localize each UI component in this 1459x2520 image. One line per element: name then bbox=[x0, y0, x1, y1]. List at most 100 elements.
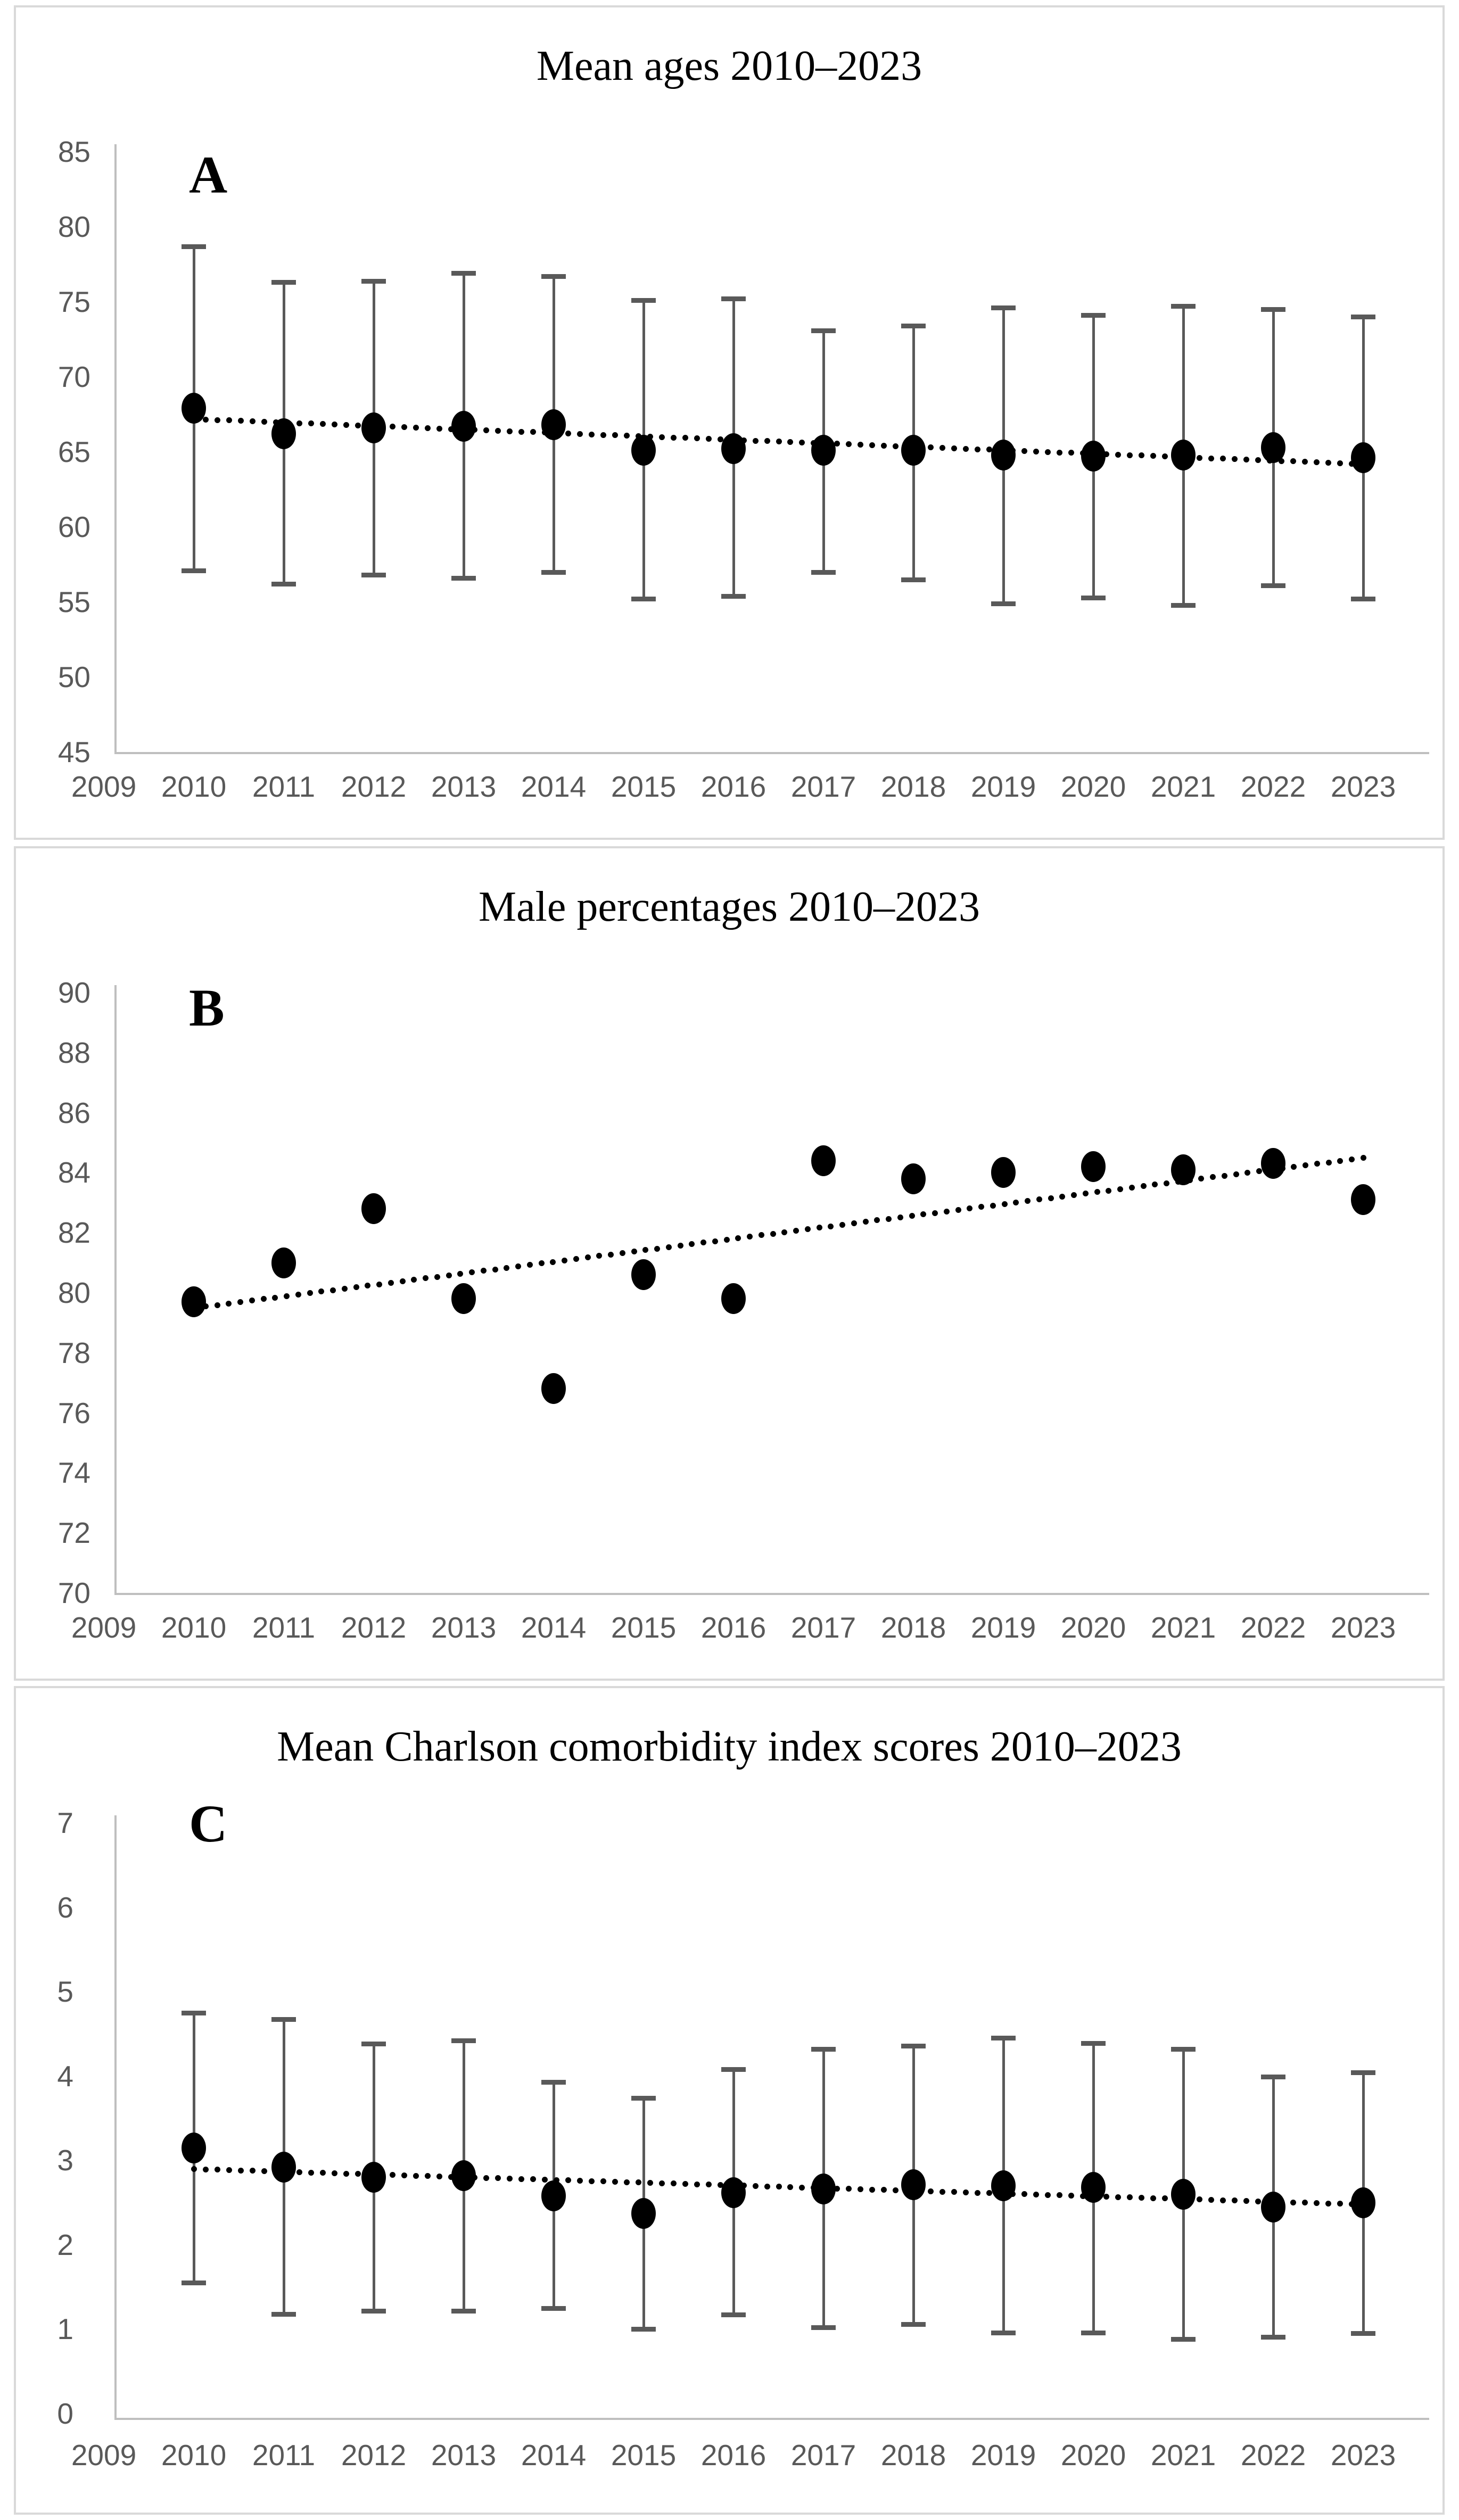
x-tick-label: 2021 bbox=[1150, 1611, 1216, 1644]
x-tick-label: 2011 bbox=[252, 1611, 316, 1644]
trend-line-dot bbox=[1059, 1194, 1065, 1200]
x-tick-label: 2013 bbox=[431, 770, 497, 803]
trend-line-dot bbox=[897, 1214, 903, 1220]
trend-line-dot bbox=[846, 2186, 852, 2192]
x-tick-label: 2016 bbox=[700, 770, 766, 803]
trend-line-dot bbox=[612, 2179, 618, 2185]
trend-line-dot bbox=[1036, 1196, 1042, 1202]
x-tick-label: 2010 bbox=[161, 1611, 227, 1644]
trend-line-dot bbox=[332, 2170, 337, 2176]
error-bar-cap-bottom bbox=[361, 573, 386, 577]
error-bar-cap-top bbox=[901, 324, 926, 328]
x-tick-label: 2019 bbox=[970, 770, 1036, 803]
trend-line-dot bbox=[596, 1253, 602, 1259]
error-bar-cap-bottom bbox=[271, 2312, 296, 2317]
error-bar-cap-top bbox=[1081, 313, 1106, 318]
error-bar-cap-top bbox=[1261, 2075, 1285, 2079]
trend-line-dot bbox=[261, 1296, 267, 1302]
data-point bbox=[631, 2198, 656, 2229]
trend-line-dot bbox=[975, 2190, 980, 2196]
x-tick-label: 2022 bbox=[1240, 2439, 1306, 2472]
error-bar-cap-top bbox=[541, 274, 566, 279]
trend-line-dot bbox=[483, 2175, 489, 2181]
trend-line-dot bbox=[554, 2177, 559, 2183]
trend-line-dot bbox=[793, 1228, 799, 1234]
error-bar-cap-top bbox=[361, 279, 386, 284]
trend-line-dot bbox=[678, 1243, 683, 1249]
trend-line-dot bbox=[1302, 2200, 1308, 2205]
trend-line-dot bbox=[781, 1229, 787, 1235]
trend-line-dot bbox=[1208, 456, 1214, 461]
x-tick-label: 2013 bbox=[431, 2439, 497, 2472]
trend-line-dot bbox=[448, 426, 454, 432]
error-bar-cap-top bbox=[541, 2080, 566, 2085]
trend-line-dot bbox=[1048, 1195, 1054, 1201]
trend-line-dot bbox=[1115, 2194, 1121, 2200]
trend-line-dot bbox=[1045, 449, 1051, 455]
y-axis-line bbox=[114, 1815, 117, 2420]
data-point bbox=[451, 1283, 476, 1314]
error-bar-cap-top bbox=[721, 2067, 746, 2072]
x-tick-label: 2011 bbox=[252, 770, 316, 803]
trend-line-dot bbox=[1150, 453, 1156, 459]
data-point bbox=[361, 412, 386, 443]
data-point bbox=[541, 1373, 566, 1404]
data-point bbox=[361, 1193, 386, 1224]
data-point bbox=[361, 2162, 386, 2193]
data-point bbox=[1261, 2192, 1285, 2222]
error-bar-cap-top bbox=[631, 2096, 656, 2101]
trend-line-dot bbox=[203, 417, 209, 423]
trend-line-dot bbox=[565, 431, 571, 436]
trend-line-dot bbox=[330, 1287, 336, 1293]
trend-line-dot bbox=[682, 2181, 688, 2187]
trend-line-dot bbox=[624, 2179, 630, 2185]
trend-line-dot bbox=[296, 2169, 302, 2175]
data-point bbox=[1261, 432, 1285, 463]
plot-area-mean-ages: 85 80 75 70 65 60 55 50 45 2009 2010 2011 2012 2013 20… bbox=[16, 7, 1442, 838]
y-tick-label: 0 bbox=[57, 2397, 73, 2430]
trend-line-dot bbox=[1103, 2194, 1109, 2200]
x-tick-label: 2017 bbox=[790, 770, 856, 803]
data-point bbox=[451, 411, 476, 442]
error-bar-cap-bottom bbox=[541, 570, 566, 575]
trend-line-dot bbox=[504, 1265, 509, 1271]
trend-line-dot bbox=[1314, 459, 1320, 465]
trend-line-dot bbox=[191, 2166, 197, 2172]
y-tick-label: 88 bbox=[57, 1036, 90, 1069]
trend-line-dot bbox=[1349, 1156, 1355, 1162]
x-axis-line bbox=[114, 2418, 1429, 2420]
trend-line-dot bbox=[1255, 457, 1261, 463]
trend-line-dot bbox=[920, 1211, 926, 1217]
trend-line-dot bbox=[753, 2183, 759, 2189]
chart-title-mean-ages: Mean ages 2010–2023 bbox=[536, 43, 922, 89]
trend-line-dot bbox=[203, 2167, 209, 2172]
error-bar-cap-bottom bbox=[541, 2306, 566, 2311]
trend-line-dot bbox=[839, 1222, 845, 1228]
panel-letter-b: B bbox=[189, 978, 225, 1037]
data-point bbox=[631, 1259, 656, 1290]
x-tick-label: 2014 bbox=[521, 2439, 587, 2472]
trend-line-dot bbox=[539, 1260, 545, 1266]
trend-line-dot bbox=[1302, 459, 1308, 465]
data-point bbox=[1171, 2179, 1196, 2210]
trend-line-dot bbox=[863, 1219, 869, 1225]
y-tick-label: 50 bbox=[57, 660, 90, 693]
trend-line-dot bbox=[530, 429, 536, 435]
trend-line-dot bbox=[562, 1258, 567, 1263]
x-tick-label: 2016 bbox=[700, 1611, 766, 1644]
trend-line-dot bbox=[577, 431, 583, 437]
data-point bbox=[991, 440, 1016, 470]
trend-line-dot bbox=[1243, 457, 1249, 462]
trend-line-dot bbox=[1279, 458, 1284, 464]
trend-line-dot bbox=[495, 428, 501, 434]
trend-line-dot bbox=[342, 1286, 348, 1292]
trend-line-dot bbox=[654, 1246, 660, 1252]
x-tick-label: 2018 bbox=[880, 770, 946, 803]
trend-line-dot bbox=[834, 2186, 840, 2192]
trend-line-dot bbox=[928, 2188, 934, 2194]
error-bar-cap-top bbox=[1351, 2070, 1375, 2075]
trend-line-dot bbox=[343, 422, 349, 428]
data-point bbox=[541, 409, 566, 440]
trend-line-dot bbox=[659, 2180, 665, 2186]
y-tick-label: 90 bbox=[57, 976, 90, 1009]
